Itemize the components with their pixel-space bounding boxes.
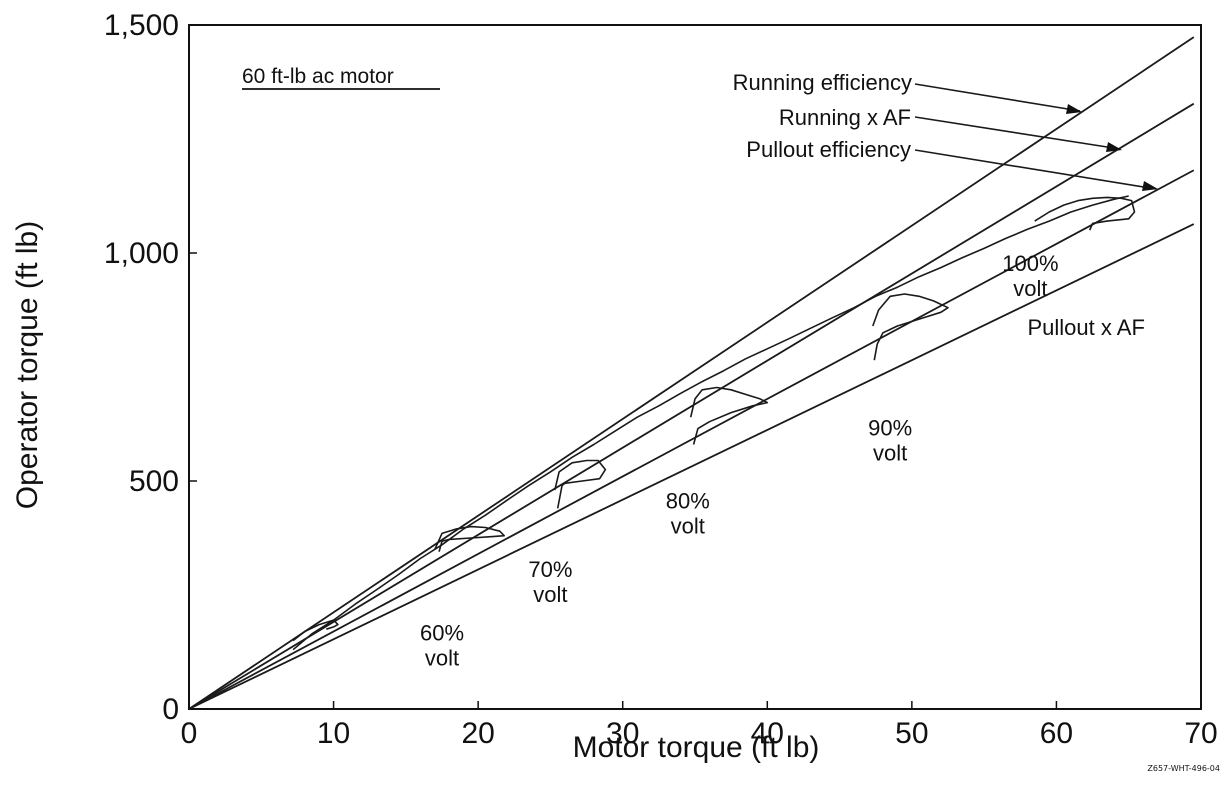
y-tick-label: 0 <box>162 693 179 726</box>
voltage-annotation-70-pct: 70% <box>528 557 572 582</box>
voltage-annotation-60-unit: volt <box>425 646 459 671</box>
voltage-annotation-70-unit: volt <box>533 582 567 607</box>
voltage-annotation-90-unit: volt <box>873 440 907 465</box>
arrowhead-running-x-af <box>1106 142 1122 152</box>
series-voltage-loop-6 <box>1034 196 1136 231</box>
y-axis-label: Operator torque (ft lb) <box>11 221 44 509</box>
leader-pullout-efficiency <box>914 149 1157 190</box>
series-voltage-loop-4 <box>689 386 769 445</box>
arrowhead-pullout-efficiency <box>1142 181 1158 191</box>
voltage-annotation-100-unit: volt <box>1013 276 1047 301</box>
series-main-curve <box>292 195 1129 651</box>
voltage-annotations: 60% volt 70% volt 80% volt 90% volt 100%… <box>420 251 1059 670</box>
leader-arrows <box>914 83 1158 191</box>
x-tick-label: 30 <box>606 717 639 750</box>
series-voltage-loop-1 <box>292 619 339 642</box>
reference-lines <box>188 36 1195 710</box>
y-tick-label: 1,500 <box>104 9 179 42</box>
x-tick-label: 40 <box>751 717 784 750</box>
figure-code: Z657-WHT-496-04 <box>1147 764 1220 773</box>
y-tick-label: 500 <box>129 465 179 498</box>
voltage-annotation-90-pct: 90% <box>868 415 912 440</box>
axis-ticks: 0 10 20 30 40 50 60 70 0 500 1,000 1,500 <box>104 9 1218 750</box>
x-tick-label: 70 <box>1184 717 1217 750</box>
reference-line-running-efficiency <box>188 36 1195 710</box>
inset-label: 60 ft-lb ac motor <box>242 65 394 88</box>
reference-line-running-x-af <box>188 102 1195 710</box>
label-running-efficiency: Running efficiency <box>733 70 912 95</box>
label-running-x-af: Running x AF <box>779 105 911 130</box>
leader-running-efficiency <box>914 83 1081 112</box>
x-tick-label: 50 <box>895 717 928 750</box>
x-tick-label: 60 <box>1040 717 1073 750</box>
x-tick-label: 0 <box>181 717 198 750</box>
voltage-annotation-80-pct: 80% <box>666 488 710 513</box>
voltage-annotation-80-unit: volt <box>671 513 705 538</box>
voltage-annotation-60-pct: 60% <box>420 621 464 646</box>
series-voltage-loop-2 <box>434 525 506 552</box>
y-tick-label: 1,000 <box>104 237 179 270</box>
reference-line-pullout-efficiency <box>188 169 1195 710</box>
x-tick-label: 20 <box>461 717 494 750</box>
x-tick-label: 10 <box>317 717 350 750</box>
plot-frame <box>188 24 1202 710</box>
arrowhead-running-efficiency <box>1066 104 1082 114</box>
label-pullout-x-af: Pullout x AF <box>1028 315 1145 340</box>
x-axis-label: Motor torque (ft lb) <box>573 731 820 764</box>
leader-running-x-af <box>914 116 1121 150</box>
data-curves <box>292 195 1136 651</box>
reference-line-pullout-x-af <box>188 223 1195 710</box>
series-voltage-loop-3 <box>554 459 607 509</box>
label-pullout-efficiency: Pullout efficiency <box>746 137 911 162</box>
voltage-annotation-100-pct: 100% <box>1002 251 1058 276</box>
series-voltage-loop-5 <box>872 293 949 361</box>
